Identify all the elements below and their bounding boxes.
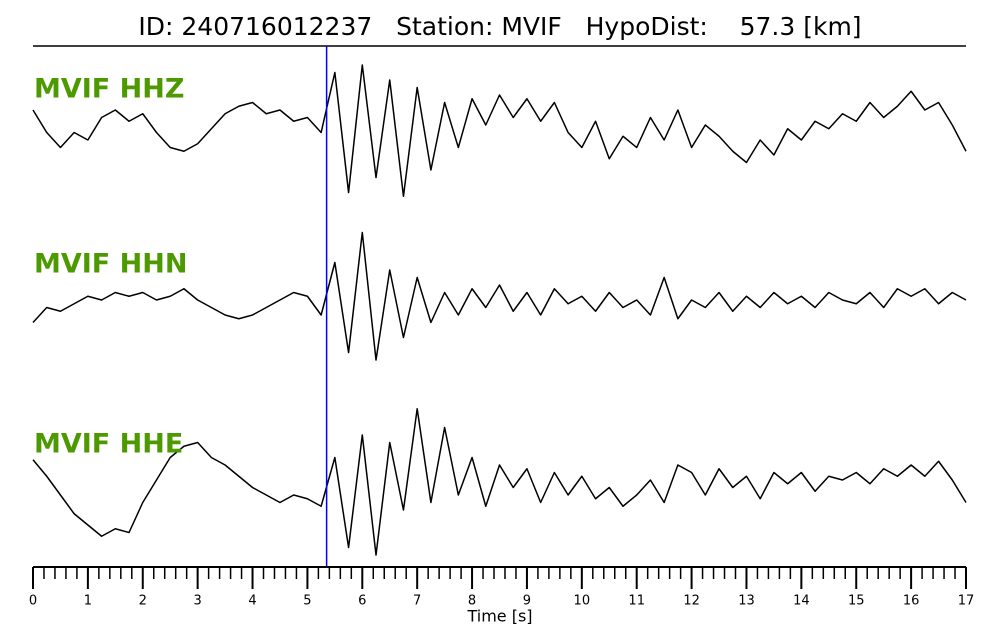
trace xyxy=(32,64,967,197)
trace-label: MVIF HHZ xyxy=(34,74,184,105)
x-tick-label: 9 xyxy=(523,594,531,609)
trace xyxy=(32,408,967,556)
x-tick-label: 11 xyxy=(628,594,645,609)
x-tick-label: 0 xyxy=(29,594,37,609)
chart-title: ID: 240716012237 Station: MVIF HypoDist:… xyxy=(138,12,861,41)
x-tick-label: 14 xyxy=(793,594,810,609)
x-tick-label: 16 xyxy=(903,594,920,609)
trace-label: MVIF HHE xyxy=(34,429,183,460)
x-tick-label: 13 xyxy=(738,594,755,609)
trace xyxy=(32,231,967,361)
x-tick-label: 2 xyxy=(139,594,147,609)
x-tick-label: 10 xyxy=(574,594,591,609)
x-tick-label: 1 xyxy=(84,594,92,609)
x-tick-label: 3 xyxy=(194,594,202,609)
x-tick-label: 7 xyxy=(413,594,421,609)
x-tick-label: 4 xyxy=(248,594,256,609)
x-tick-label: 12 xyxy=(683,594,700,609)
x-tick-label: 17 xyxy=(958,594,975,609)
x-tick-label: 8 xyxy=(468,594,476,609)
x-tick-label: 6 xyxy=(358,594,366,609)
x-tick-label: 5 xyxy=(303,594,311,609)
x-tick-label: 15 xyxy=(848,594,865,609)
x-axis-label: Time [s] xyxy=(466,607,532,626)
trace-label: MVIF HHN xyxy=(34,249,187,280)
